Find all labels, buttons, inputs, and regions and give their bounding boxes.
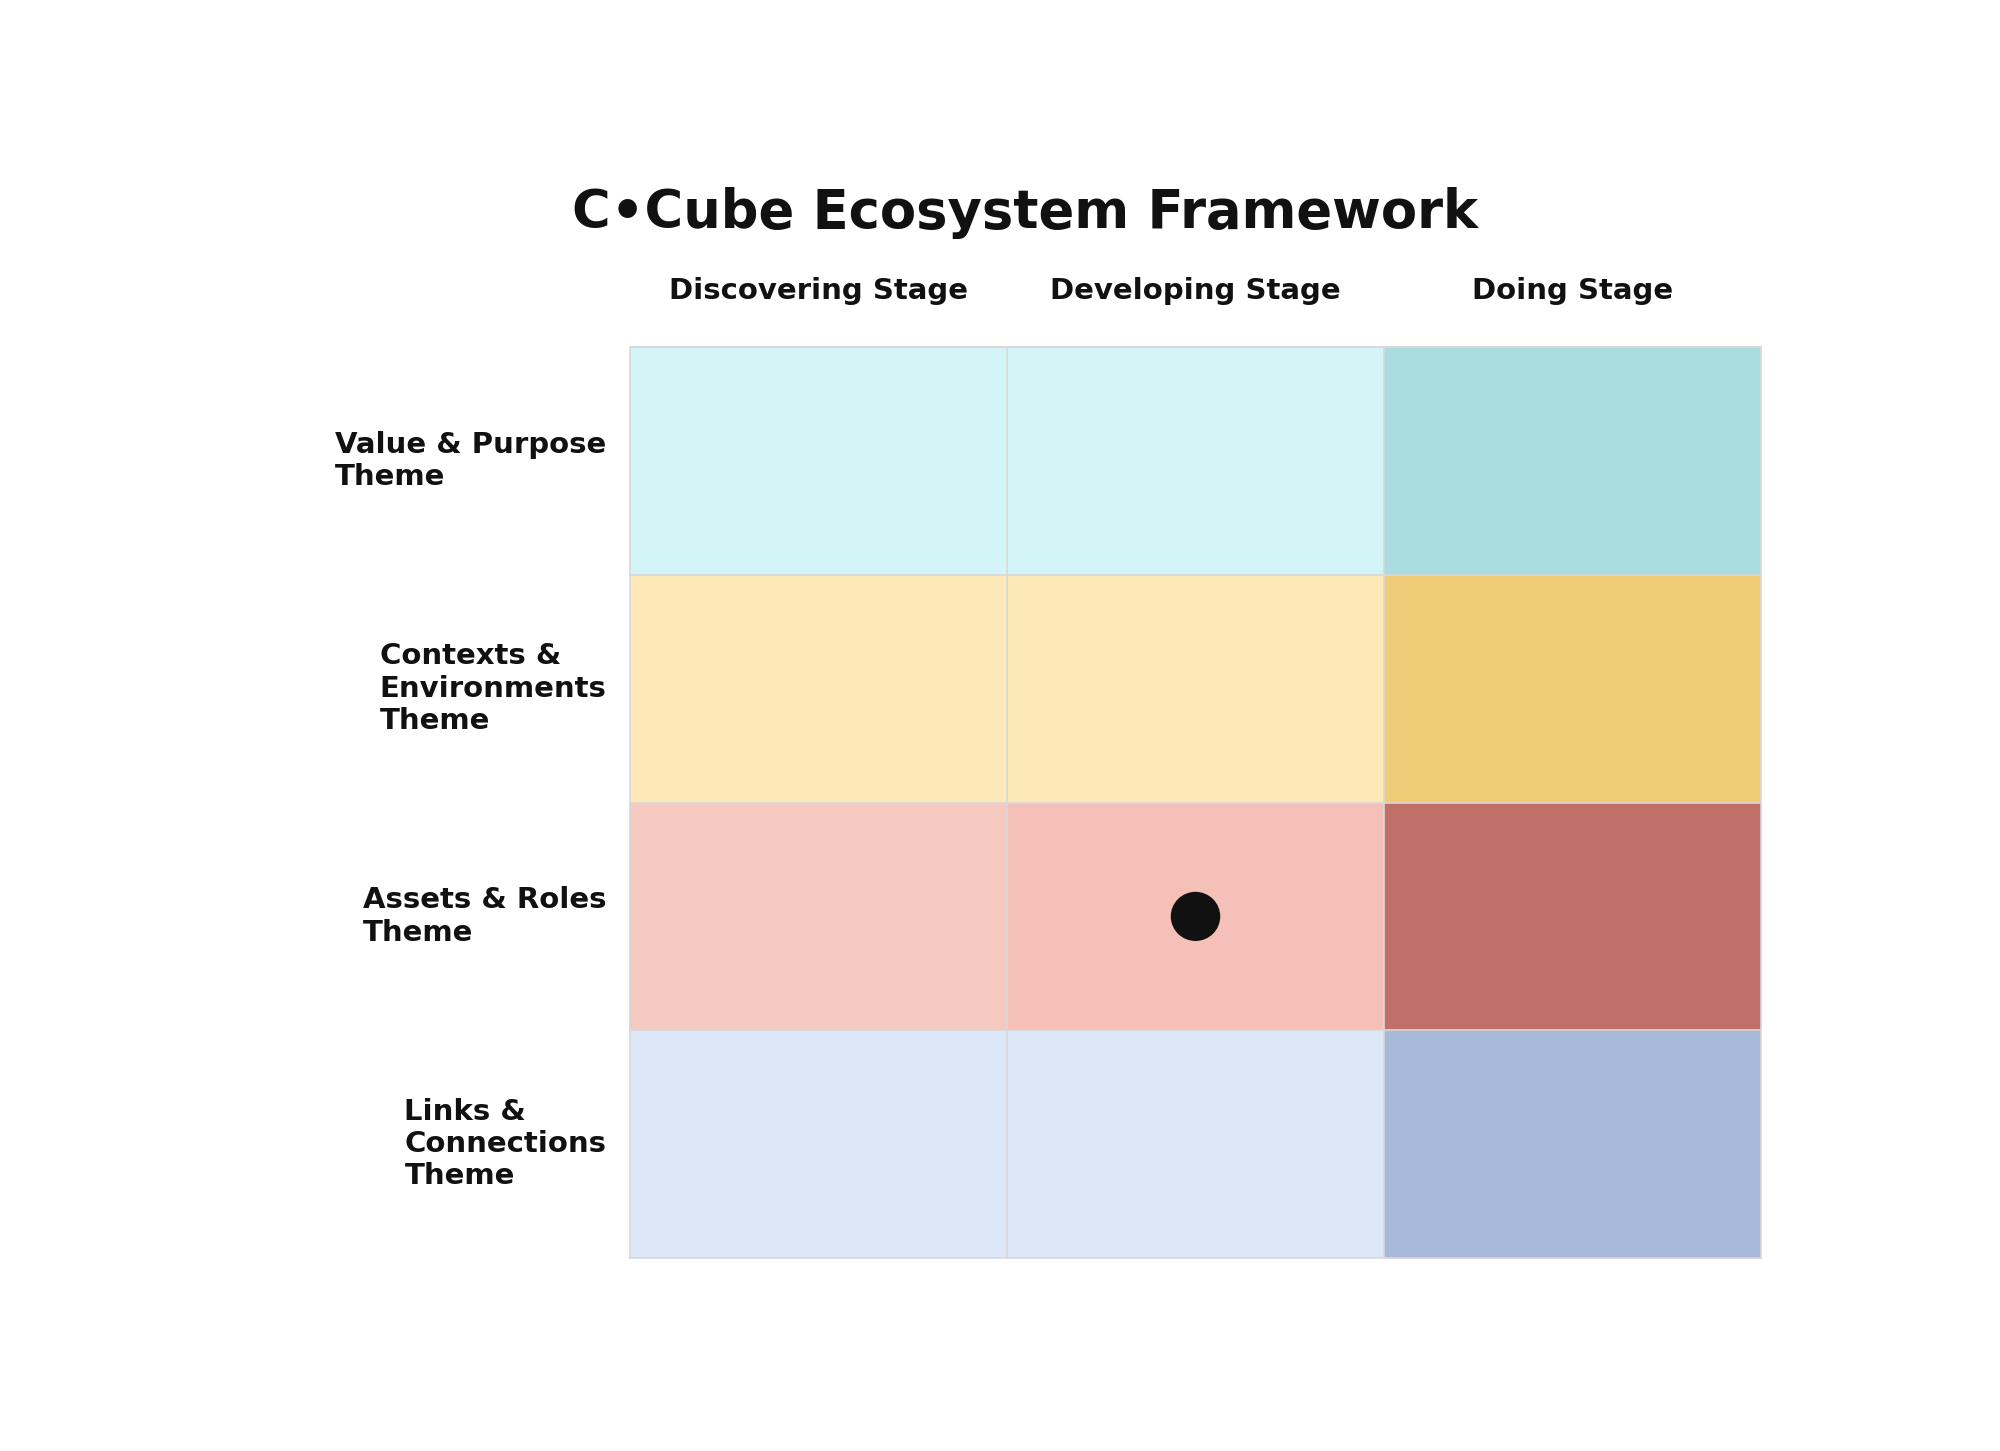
Text: Discovering Stage: Discovering Stage (668, 277, 968, 305)
Bar (1006, 802, 1384, 1030)
Ellipse shape (1170, 892, 1220, 942)
Bar (1006, 347, 1384, 575)
Text: Value & Purpose
Theme: Value & Purpose Theme (336, 431, 606, 492)
Bar (630, 575, 1006, 802)
Bar (1006, 575, 1384, 802)
Text: Doing Stage: Doing Stage (1472, 277, 1674, 305)
Text: Assets & Roles
Theme: Assets & Roles Theme (364, 887, 606, 946)
Bar (1384, 347, 1762, 575)
Bar (630, 347, 1006, 575)
Bar (630, 802, 1006, 1030)
Text: Contexts &
Environments
Theme: Contexts & Environments Theme (380, 643, 606, 736)
Bar (1384, 575, 1762, 802)
Bar (1384, 1030, 1762, 1258)
Text: C•Cube Ecosystem Framework: C•Cube Ecosystem Framework (572, 187, 1478, 239)
Bar (630, 1030, 1006, 1258)
Bar (1006, 1030, 1384, 1258)
Bar (1384, 802, 1762, 1030)
Text: Developing Stage: Developing Stage (1050, 277, 1340, 305)
Text: Links &
Connections
Theme: Links & Connections Theme (404, 1097, 606, 1190)
